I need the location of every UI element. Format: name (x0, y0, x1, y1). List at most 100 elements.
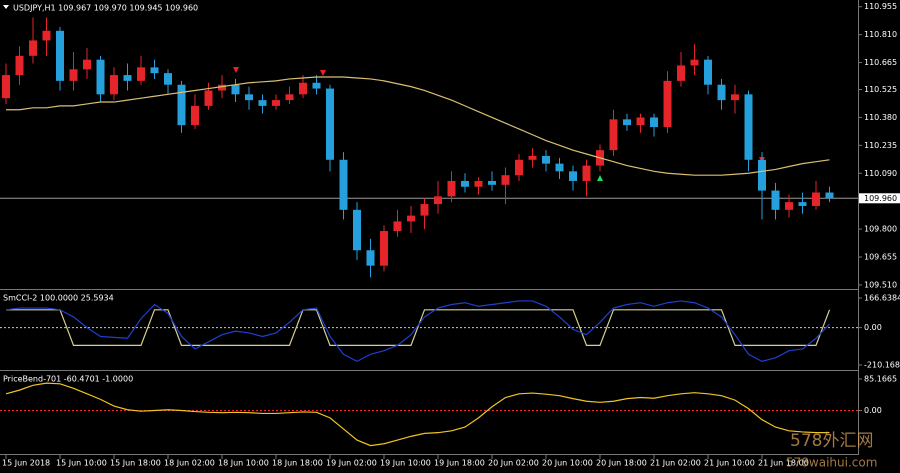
candle-body (731, 94, 739, 101)
x-tick-label: 19 Jun 18:00 (434, 459, 485, 468)
candle-body (825, 192, 834, 199)
candle-body (474, 180, 483, 187)
candle-body (609, 119, 618, 151)
menu-triangle[interactable] (3, 5, 9, 9)
y-tick-label: 0.00 (864, 406, 882, 415)
candle-body (123, 75, 132, 81)
candle-body (447, 180, 456, 197)
candle-body (218, 84, 226, 91)
candle-body (29, 40, 37, 56)
candle-body (191, 105, 199, 126)
candle-body (407, 215, 415, 222)
candle-body (690, 59, 699, 66)
candle-body (515, 159, 523, 176)
candle-body (542, 155, 550, 164)
candle-body (164, 73, 172, 85)
y-tick-label: 0.00 (864, 323, 882, 332)
candle-body (2, 75, 10, 99)
x-tick-label: 15 Jun 18:00 (110, 459, 161, 468)
candle-body (582, 165, 591, 181)
x-tick-label: 18 Jun 10:00 (218, 459, 269, 468)
y-tick-label: 110.525 (864, 85, 897, 94)
candle-body (83, 59, 91, 70)
candle-body (110, 75, 118, 95)
y-tick-label: 110.955 (864, 2, 897, 11)
candle-body (96, 59, 105, 95)
candle-body (461, 180, 469, 187)
y-tick-label: 166.6384 (864, 293, 900, 302)
candle-body (528, 155, 537, 160)
candle-body (636, 117, 645, 126)
x-tick-label: 20 Jun 10:00 (542, 459, 593, 468)
candle-body (785, 202, 793, 210)
candle-body (15, 55, 24, 76)
candle-body (555, 163, 564, 172)
x-tick-label: 15 Jun 10:00 (56, 459, 107, 468)
y-tick-label: 110.090 (864, 169, 897, 178)
y-tick-label: 110.380 (864, 113, 897, 122)
candle-body (285, 94, 294, 101)
candle-body (150, 67, 159, 74)
candle-body (798, 202, 807, 206)
candle-body (663, 80, 672, 128)
watermark: 578外汇网 (790, 431, 873, 451)
x-tick-label: 21 Jun 18:00 (758, 459, 809, 468)
x-tick-label: 21 Jun 02:00 (650, 459, 701, 468)
candle-body (299, 82, 307, 95)
indicator-title: SmCCI-2 100.0000 25.5934 (3, 294, 114, 303)
candle-body (812, 192, 820, 206)
x-tick-label: 20 Jun 18:00 (596, 459, 647, 468)
candle-body (56, 30, 64, 81)
candle-body (704, 59, 712, 85)
y-tick-label: 109.800 (864, 225, 897, 234)
candle-body (339, 159, 348, 210)
candle-body (258, 100, 267, 106)
candle-body (353, 209, 361, 251)
candle-body (366, 250, 375, 266)
candle-body (231, 84, 240, 95)
sell-arrow (233, 67, 239, 73)
indicator-line (6, 309, 831, 346)
x-tick-label: 20 Jun 02:00 (488, 459, 539, 468)
watermark: 578waihui.com (786, 456, 877, 470)
candle-body (380, 231, 388, 266)
candle-body (204, 90, 213, 106)
candle-body (272, 100, 280, 106)
x-tick-label: 18 Jun 02:00 (164, 459, 215, 468)
candle-body (245, 94, 253, 101)
candle-body (501, 175, 510, 185)
candle-body (177, 84, 186, 126)
buy-arrow (597, 175, 603, 181)
y-tick-label: 110.665 (864, 58, 897, 67)
y-tick-label: 85.1665 (864, 374, 897, 383)
candle-body (569, 171, 577, 181)
x-tick-label: 18 Jun 18:00 (272, 459, 323, 468)
last-price-label: 109.960 (864, 194, 897, 203)
indicator-title: PriceBend-701 -60.4701 -1.0000 (3, 375, 133, 384)
x-tick-label: 19 Jun 10:00 (380, 459, 431, 468)
candle-body (434, 196, 442, 205)
x-tick-label: 19 Jun 02:00 (326, 459, 377, 468)
y-tick-label: 110.235 (864, 141, 897, 150)
candle-body (137, 67, 145, 81)
x-tick-label: 15 Jun 2018 (2, 459, 50, 468)
candle-body (758, 159, 766, 191)
candle-body (69, 69, 78, 81)
y-tick-label: 109.510 (864, 280, 897, 289)
indicator-line (5, 300, 830, 363)
sell-arrow (320, 70, 326, 76)
x-tick-label: 21 Jun 10:00 (704, 459, 755, 468)
y-tick-label: 110.810 (864, 30, 897, 39)
candle-body (326, 88, 334, 160)
y-tick-label: -210.1683 (864, 360, 900, 369)
candle-body (677, 65, 685, 81)
y-tick-label: 109.655 (864, 253, 897, 262)
candle-body (488, 180, 496, 185)
last-price-box (859, 193, 900, 204)
candle-body (420, 204, 429, 216)
indicator-line (6, 76, 830, 176)
candle-body (312, 82, 321, 89)
candle-body (623, 119, 631, 126)
